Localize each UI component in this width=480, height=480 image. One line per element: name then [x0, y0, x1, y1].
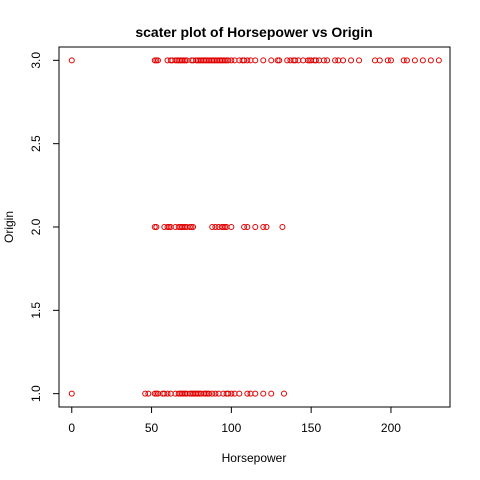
- x-axis: 0 50 100 150 200: [68, 406, 401, 435]
- data-point: [228, 390, 235, 397]
- x-axis-label: Horsepower: [222, 451, 287, 465]
- data-point: [153, 224, 160, 230]
- data-point: [260, 390, 267, 397]
- data-point: [371, 57, 378, 64]
- data-point: [387, 57, 394, 64]
- data-point: [300, 57, 307, 64]
- data-point: [244, 390, 251, 397]
- data-point: [419, 57, 426, 64]
- data-point: [384, 57, 391, 64]
- data-point: [212, 390, 219, 397]
- y-axis-label: Origin: [2, 211, 16, 243]
- chart-title: scater plot of Horsepower vs Origin: [135, 24, 372, 40]
- data-point: [435, 57, 442, 64]
- data-point: [225, 390, 232, 397]
- data-point: [268, 390, 275, 397]
- data-point: [252, 390, 259, 397]
- data-point: [241, 57, 248, 64]
- data-point: [145, 390, 152, 397]
- data-point: [279, 224, 286, 230]
- data-point: [68, 390, 75, 397]
- data-points: [68, 57, 442, 397]
- data-point: [320, 57, 327, 64]
- x-tick-label: 100: [221, 421, 241, 435]
- data-point: [231, 390, 238, 397]
- data-point: [241, 224, 248, 230]
- data-point: [324, 57, 331, 64]
- data-point: [403, 57, 410, 64]
- y-axis: 1.0 1.5 2.0 2.5 3.0: [29, 52, 60, 402]
- data-point: [284, 57, 291, 64]
- data-point: [225, 57, 232, 64]
- data-point: [154, 57, 161, 64]
- data-point: [263, 224, 270, 230]
- data-point: [335, 57, 342, 64]
- data-point: [247, 390, 254, 397]
- data-point: [161, 390, 168, 397]
- data-point: [231, 57, 238, 64]
- data-point: [348, 57, 355, 64]
- x-tick-label: 150: [301, 421, 321, 435]
- y-tick-label: 3.0: [29, 52, 43, 69]
- data-point: [332, 57, 339, 64]
- data-point: [276, 57, 283, 64]
- data-point: [316, 57, 323, 64]
- y-tick-label: 1.5: [29, 302, 43, 319]
- plot-frame: [58, 46, 451, 408]
- data-point: [236, 390, 243, 397]
- data-point: [252, 57, 259, 64]
- y-tick-label: 2.0: [29, 218, 43, 235]
- data-point: [376, 57, 383, 64]
- data-point: [244, 57, 251, 64]
- data-point: [209, 390, 216, 397]
- data-point: [268, 57, 275, 64]
- data-point: [209, 224, 216, 230]
- data-point: [228, 224, 235, 230]
- data-point: [142, 390, 149, 397]
- data-point: [295, 57, 302, 64]
- data-point: [167, 390, 174, 397]
- data-point: [340, 57, 347, 64]
- data-point: [164, 390, 171, 397]
- data-point: [427, 57, 434, 64]
- data-point: [281, 390, 288, 397]
- data-point: [292, 57, 299, 64]
- data-point: [312, 57, 319, 64]
- y-tick-label: 2.5: [29, 135, 43, 152]
- data-point: [212, 224, 219, 230]
- x-tick-label: 0: [68, 421, 75, 435]
- data-point: [68, 57, 75, 64]
- data-point: [215, 390, 222, 397]
- data-point: [206, 390, 213, 397]
- data-point: [190, 224, 197, 230]
- data-point: [260, 224, 267, 230]
- data-point: [228, 57, 235, 64]
- y-tick-label: 1.0: [29, 385, 43, 402]
- data-point: [260, 57, 267, 64]
- data-point: [356, 57, 363, 64]
- data-point: [252, 224, 259, 230]
- data-point: [411, 57, 418, 64]
- x-tick-label: 200: [381, 421, 401, 435]
- data-point: [247, 57, 254, 64]
- data-point: [244, 224, 251, 230]
- data-point: [400, 57, 407, 64]
- x-tick-label: 50: [145, 421, 159, 435]
